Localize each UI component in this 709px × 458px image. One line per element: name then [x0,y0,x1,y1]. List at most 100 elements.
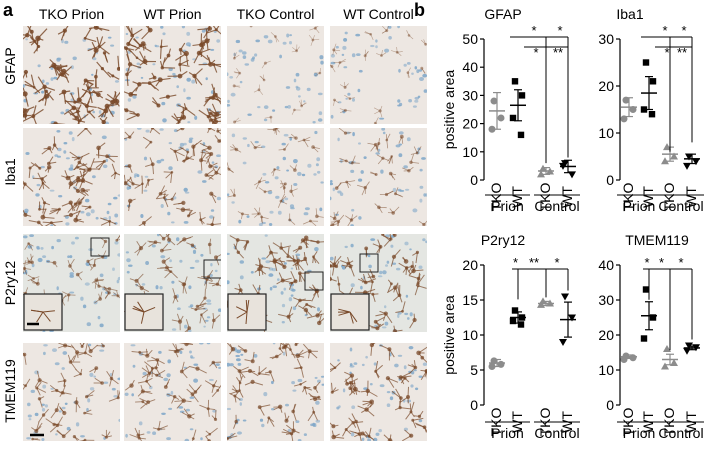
significance-marker: * [681,23,686,38]
significance-marker: * [557,23,562,38]
data-point [683,347,691,355]
data-point [670,359,678,366]
panel-a-letter: a [3,0,14,20]
significance-marker: * [678,255,683,270]
significance-marker: * [662,23,667,38]
data-point [488,363,496,370]
x-tick-label: TKO [620,183,636,212]
inset-magnified-box [227,293,267,331]
data-point [559,162,567,170]
micrograph-tmem119-tko-control [227,343,324,441]
y-axis-label: positive area [441,295,457,375]
data-point [670,152,678,160]
data-point [649,78,657,85]
group-label: Control [534,425,579,441]
chart-title: GFAP [484,6,521,22]
data-point [685,153,693,161]
y-tick-label: 0 [470,172,478,188]
x-tick-label: WT [509,186,525,208]
significance-marker: * [531,23,536,38]
data-point [561,293,569,301]
inset-source-box [359,253,379,273]
significance-marker: * [554,255,559,270]
y-tick-label: 20 [462,257,478,273]
y-tick-label: 15 [462,292,478,308]
data-point [559,339,567,346]
x-tick-label: TKO [661,183,677,212]
y-tick-label: 0 [470,397,478,413]
micrograph-iba1-wt-control [330,128,427,226]
micrograph-gfap-wt-prion [124,26,221,124]
y-tick-label: 5 [470,362,478,378]
micrograph-iba1-tko-control [227,128,324,226]
data-point [509,317,517,325]
y-tick-label: 40 [462,59,478,75]
micrograph-tmem119-wt-prion [124,343,221,441]
micrograph-p2ry12-tko-control [227,234,324,332]
data-point [642,286,650,293]
y-tick-label: 10 [598,362,614,378]
significance-marker: * [533,45,538,60]
data-point [692,158,700,166]
chart-title: P2ry12 [481,232,526,248]
chart-title: Iba1 [616,6,643,22]
data-point [640,106,648,113]
data-point [509,114,517,122]
group-label: Control [658,198,703,214]
data-point [511,307,519,314]
data-point [622,96,630,104]
data-point [620,356,628,363]
significance-marker: * [664,45,669,60]
data-point [537,170,545,178]
column-header-wt-prion: WT Prion [143,6,202,22]
y-tick-label: 10 [462,327,478,343]
data-point [629,106,637,113]
data-point [490,357,498,365]
chart-title: TMEM119 [625,232,689,248]
micrograph-p2ry12-wt-control [330,234,427,332]
data-point [629,354,637,362]
micrograph-p2ry12-wt-prion [124,234,221,332]
y-tick-label: 20 [598,327,614,343]
data-point [663,143,671,151]
micrograph-iba1-tko-prion [23,128,120,226]
inset-magnified-box [330,293,370,331]
y-tick-label: 10 [598,125,614,141]
significance-marker: ** [529,255,539,270]
micrograph-gfap-tko-control [227,26,324,124]
y-tick-label: 30 [462,87,478,103]
panel-b-letter: b [414,0,425,20]
y-axis-label: positive area [441,70,457,150]
y-tick-label: 0 [606,172,614,188]
micrograph-gfap-wt-control [330,26,427,124]
data-point [488,125,496,133]
data-point [568,171,576,179]
inset-source-box [304,271,324,291]
y-tick-label: 30 [598,31,614,47]
data-point [518,314,526,321]
data-point [692,344,700,352]
group-label: Prion [491,198,524,214]
significance-marker: ** [553,45,563,60]
inset-source-box [90,237,110,257]
group-label: Prion [623,425,656,441]
data-point [518,92,526,99]
y-tick-label: 0 [606,397,614,413]
x-tick-label: TKO [537,183,553,212]
data-point [539,164,547,172]
data-point [497,360,505,368]
data-point [642,59,650,66]
significance-marker: * [659,255,664,270]
x-tick-label: WT [683,186,699,208]
micrograph-iba1-wt-prion [124,128,221,226]
y-tick-label: 30 [598,292,614,308]
y-tick-label: 20 [598,78,614,94]
y-tick-label: 40 [598,257,614,273]
column-header-wt-control: WT Control [343,6,414,22]
data-point [640,335,648,342]
data-point [685,342,693,350]
inset-source-box [203,259,221,279]
group-label: Prion [623,198,656,214]
x-tick-label: WT [559,186,575,208]
